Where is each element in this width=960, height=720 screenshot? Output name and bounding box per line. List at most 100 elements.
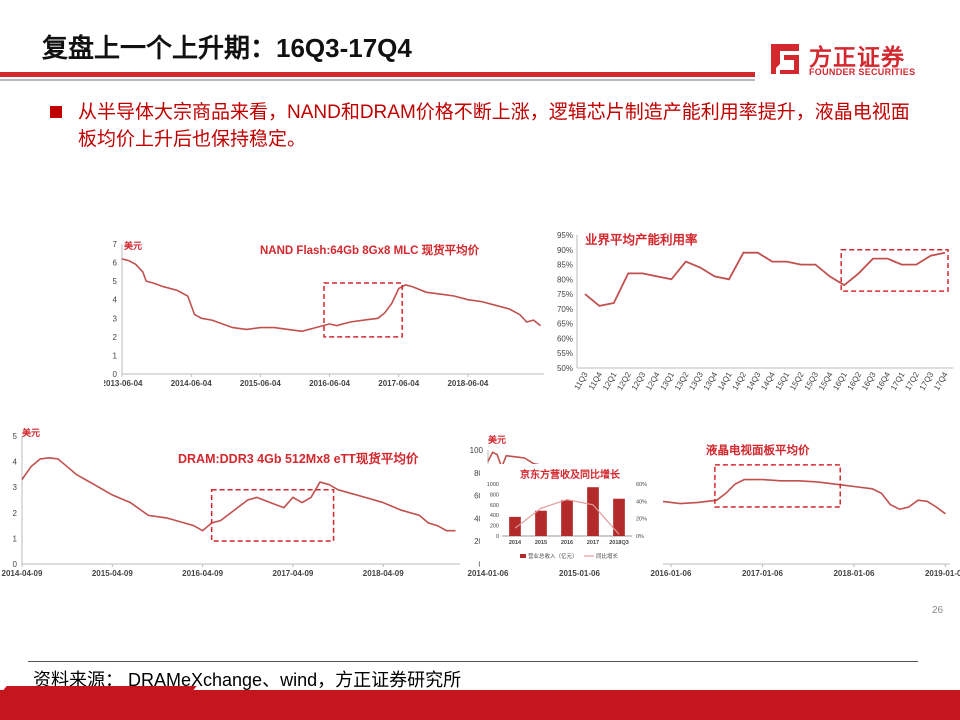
source-divider (28, 661, 918, 662)
nand-chart-svg: 0 1 2 3 4 5 6 7 2013-06-04 2014-06-04 2015-06-04 20… (102, 240, 544, 388)
nand-series-line (121, 258, 542, 333)
nand-y-tick: 1 (113, 351, 118, 360)
nand-x-tick: 2018-06-04 (447, 379, 488, 388)
dram-unit-label: 美元 (22, 427, 40, 438)
lcd-x-tick: 2015-01-06 (559, 569, 600, 578)
jdf-x-tick: 2015 (535, 540, 547, 546)
bullet-square-icon (50, 106, 62, 118)
lcd-x-tick: 2014-01-06 (468, 569, 509, 578)
dram-title: DRAM:DDR3 4Gb 512Mx8 eTT现货平均价 (178, 451, 419, 466)
dram-y-tick: 0 (13, 560, 18, 569)
jdf-legend-bar-swatch (520, 554, 526, 558)
dram-x-tick: 2018-04-09 (363, 569, 404, 578)
founder-logo-icon (771, 44, 799, 74)
lcd-chart: 0 20 40 60 80 100 2014-01-06 2015-01-06 2016-01-… (462, 430, 960, 586)
dram-chart-svg: 0 1 2 3 4 5 2014-04-09 2015-04-09 2016-04-09 2017… (2, 427, 460, 578)
lcd-y-tick: 60 (474, 492, 483, 501)
util-y-tick: 50% (557, 364, 573, 373)
jdf-growth-line (514, 498, 620, 535)
dram-x-tick: 2017-04-09 (272, 569, 313, 578)
dram-x-tick: 2014-04-09 (2, 569, 43, 578)
utilization-chart-svg: 50%55%60%65%70%75%80%85%90%95%11Q311Q412… (557, 231, 953, 392)
lcd-chart-svg: 0 20 40 60 80 100 2014-01-06 2015-01-06 2016-01-… (468, 434, 960, 578)
dram-highlight-box (210, 489, 335, 542)
jdf-y2-tick: 20% (636, 517, 647, 523)
nand-x-tick: 2016-06-04 (309, 379, 350, 388)
jdf-title: 京东方营收及同比增长 (520, 468, 621, 481)
util-series-line (584, 251, 946, 307)
jdf-y-tick: 1000 (487, 482, 499, 488)
jdf-y-tick: 0 (496, 534, 499, 540)
jdf-bar (587, 487, 599, 536)
lcd-highlight-box (714, 464, 841, 508)
util-y-tick: 60% (557, 334, 573, 343)
brand-name-cn: 方正证券 (809, 44, 905, 70)
dram-x-tick: 2015-04-09 (92, 569, 133, 578)
dram-x-tick: 2016-04-09 (182, 569, 223, 578)
page-title: 复盘上一个上升期：16Q3-17Q4 (42, 33, 412, 63)
jdf-y-tick: 400 (490, 513, 499, 519)
lcd-y-tick: 80 (474, 469, 483, 478)
jdf-x-tick: 2017 (587, 540, 599, 546)
nand-highlight-box (323, 282, 403, 338)
dram-y-tick: 4 (13, 458, 18, 467)
lcd-x-tick: 2019-01-06 (925, 569, 960, 578)
jdf-legend-line: 同比增长 (596, 552, 619, 560)
page-number: 26 (932, 605, 944, 616)
lcd-title: 液晶电视面板平均价 (706, 443, 810, 457)
bullet-text: 从半导体大宗商品来看，NAND和DRAM价格不断上涨，逻辑芯片制造产能利用率提升… (78, 102, 910, 150)
jdf-bar (561, 500, 573, 536)
nand-y-tick: 0 (113, 370, 118, 379)
nand-title: NAND Flash:64Gb 8Gx8 MLC 现货平均价 (260, 243, 480, 257)
brand-logo: 方正证券 FOUNDER SECURITIES (767, 38, 937, 82)
nand-x-tick: 2015-06-04 (240, 379, 281, 388)
jdf-x-tick: 2018Q3 (609, 540, 629, 546)
jdf-legend-bar: 营业总收入（亿元） (528, 552, 578, 560)
lcd-series-line (487, 451, 946, 515)
jdf-x-tick: 2014 (509, 540, 522, 546)
util-x-tick: 17Q4 (932, 370, 950, 392)
lcd-x-tick: 2017-01-06 (742, 569, 783, 578)
dram-y-tick: 5 (13, 432, 18, 441)
nand-y-tick: 6 (113, 259, 118, 268)
jdf-bar (613, 498, 625, 536)
lcd-y-tick: 20 (474, 537, 483, 546)
util-title: 业界平均产能利用率 (585, 232, 698, 247)
dram-y-tick: 1 (13, 534, 18, 543)
title-underline-gray (0, 79, 755, 81)
dram-y-tick: 3 (13, 483, 18, 492)
jdf-y-tick: 800 (490, 492, 499, 498)
jdf-y2-tick: 40% (636, 499, 647, 505)
util-y-tick: 85% (557, 261, 573, 270)
jdf-y-tick: 600 (490, 503, 499, 509)
lcd-y-tick: 100 (470, 446, 484, 455)
util-y-tick: 75% (557, 290, 573, 299)
nand-x-tick: 2013-06-04 (104, 379, 143, 388)
jdf-y2-tick: 60% (636, 482, 647, 488)
nand-y-tick: 3 (113, 314, 118, 323)
nand-x-tick: 2017-06-04 (378, 379, 419, 388)
util-y-tick: 70% (557, 305, 573, 314)
nand-chart: 0 1 2 3 4 5 6 7 2013-06-04 2014-06-04 2015-06-04 20… (102, 236, 550, 388)
util-y-tick: 65% (557, 320, 573, 329)
jdf-bar (509, 516, 521, 536)
utilization-chart: 50% 55% 60% 65% 70% 75% 80% 85% 90% 95% 11Q3 11Q4 12… (540, 230, 960, 400)
boe-inset-chart-svg: 京东方营收及同比增长 0 200 400 600 800 1000 0% 20% 40% 60% 20… (480, 464, 663, 568)
lcd-unit-label: 美元 (488, 434, 506, 445)
util-y-tick: 95% (557, 231, 573, 240)
lcd-y-tick: 40 (474, 514, 483, 523)
jdf-y2-tick: 0% (636, 534, 644, 540)
title-underline (0, 72, 755, 77)
util-y-tick: 90% (557, 246, 573, 255)
lcd-x-tick: 2018-01-06 (833, 569, 874, 578)
jdf-bar (535, 510, 547, 536)
nand-unit-label: 美元 (124, 240, 142, 251)
nand-y-tick: 4 (113, 296, 118, 305)
jdf-y-tick: 200 (490, 524, 499, 530)
nand-y-tick: 5 (113, 277, 118, 286)
nand-y-tick: 7 (113, 240, 118, 249)
dram-chart: 0 1 2 3 4 5 2014-04-09 2015-04-09 2016-04-09 2017… (0, 424, 470, 586)
nand-x-tick: 2014-06-04 (171, 379, 212, 388)
lcd-x-tick: 2016-01-06 (651, 569, 692, 578)
jdf-x-tick: 2016 (561, 540, 573, 546)
